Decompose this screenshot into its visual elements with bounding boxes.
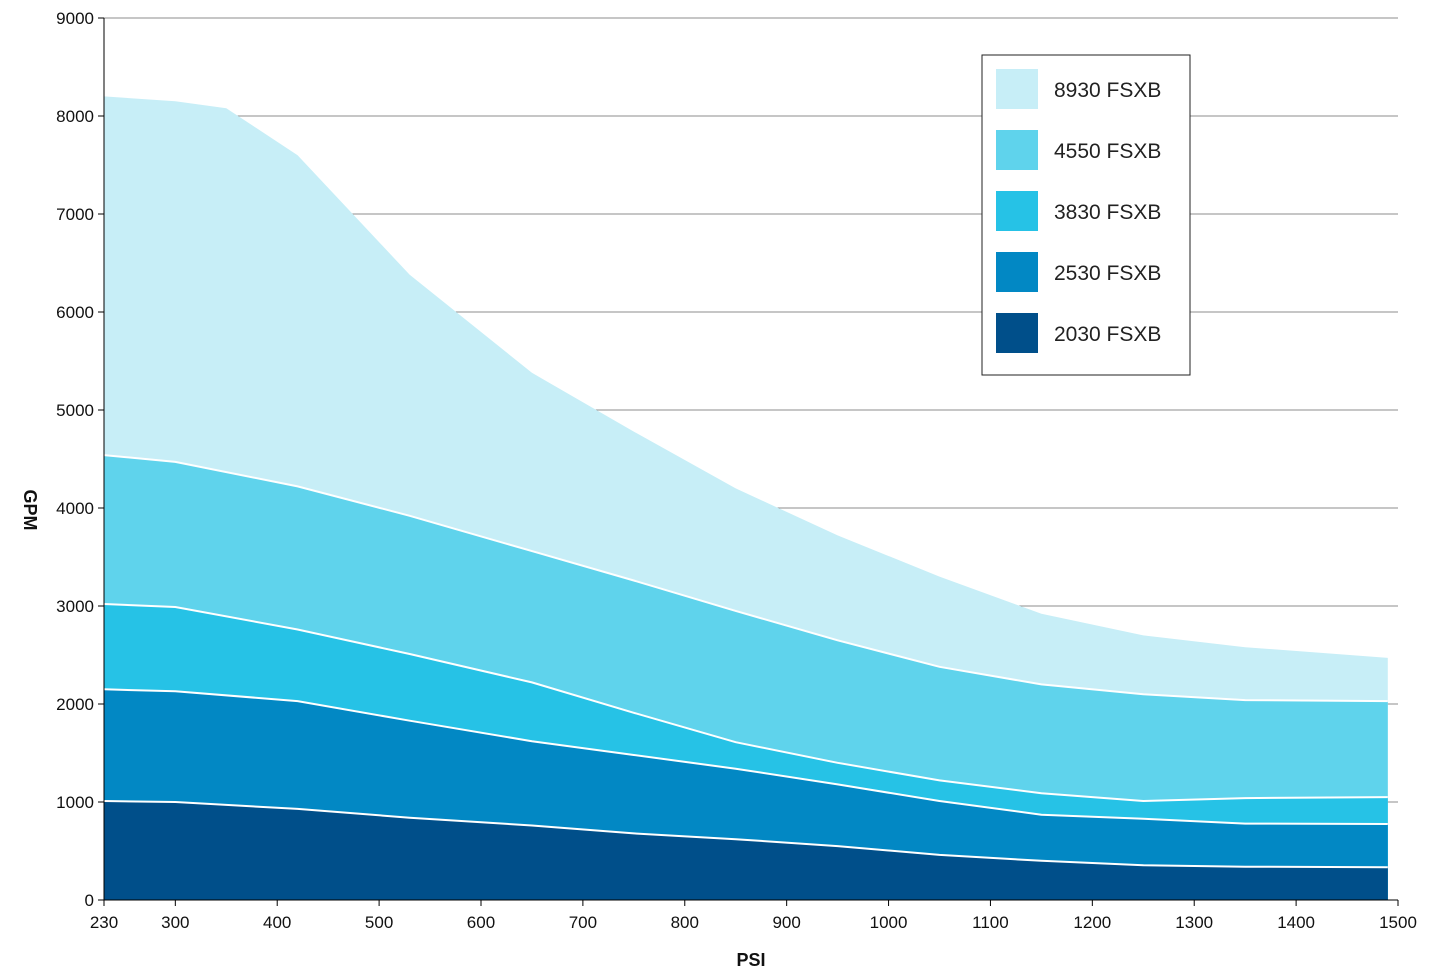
legend-swatch [996,313,1038,353]
y-tick-label: 4000 [56,499,94,518]
y-tick-label: 2000 [56,695,94,714]
legend-swatch [996,69,1038,109]
legend-label: 4550 FSXB [1054,140,1161,163]
x-tick-label: 900 [772,913,800,932]
x-tick-label: 1200 [1073,913,1111,932]
series-line-4550-fsxb [103,454,1388,703]
y-tick-label: 7000 [56,205,94,224]
legend-label: 3830 FSXB [1054,201,1161,224]
y-axis-title: GPM [20,489,40,530]
x-tick-label: 400 [263,913,291,932]
x-tick-label: 800 [671,913,699,932]
x-tick-label: 1500 [1379,913,1417,932]
x-tick-label: 230 [90,913,118,932]
y-tick-label: 6000 [56,303,94,322]
y-tick-label: 3000 [56,597,94,616]
x-tick-label: 600 [467,913,495,932]
series-line-2030-fsxb [103,800,1388,869]
x-tick-label: 500 [365,913,393,932]
series-line-2530-fsxb [103,688,1388,825]
y-tick-label: 5000 [56,401,94,420]
y-tick-label: 1000 [56,793,94,812]
x-tick-label: 700 [569,913,597,932]
legend-label: 2030 FSXB [1054,323,1161,346]
legend-swatch [996,130,1038,170]
x-tick-label: 1300 [1175,913,1213,932]
x-tick-label: 1400 [1277,913,1315,932]
area-series-2030-fsxb [104,801,1388,900]
legend-label: 2530 FSXB [1054,262,1161,285]
x-tick-label: 1000 [870,913,908,932]
legend-swatch [996,191,1038,231]
y-tick-label: 0 [85,891,94,910]
y-tick-label: 9000 [56,9,94,28]
legend-label: 8930 FSXB [1054,79,1161,102]
y-tick-label: 8000 [56,107,94,126]
x-tick-label: 1100 [972,913,1009,932]
legend-swatch [996,252,1038,292]
x-axis-title: PSI [736,950,765,970]
x-tick-label: 300 [161,913,189,932]
series-line-3830-fsxb [103,603,1388,803]
